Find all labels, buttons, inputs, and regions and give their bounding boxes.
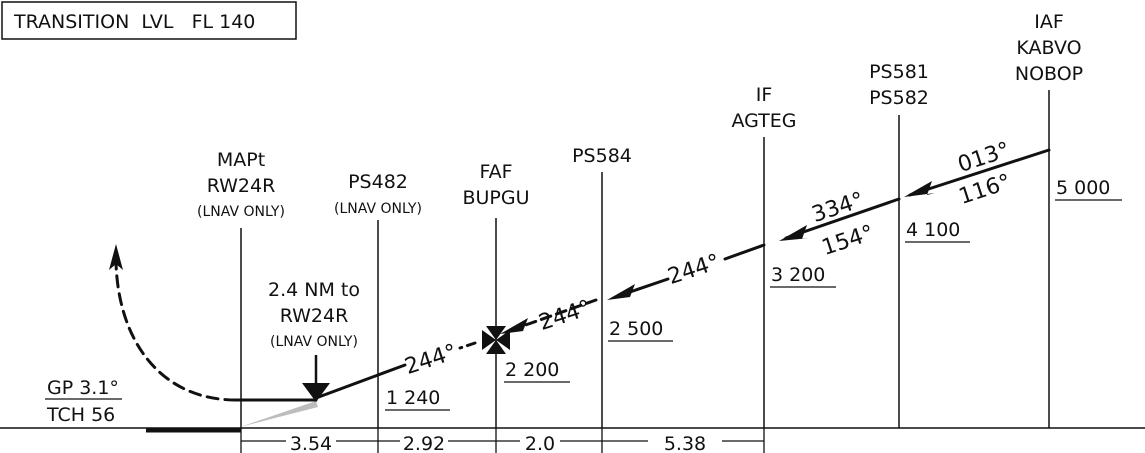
profile-segment-ps482-mapt xyxy=(314,373,380,400)
course-244-ps584: 244° xyxy=(536,296,594,336)
profile-segment-ps581-if xyxy=(784,197,901,240)
distance-note-2: RW24R xyxy=(280,305,349,327)
arrowhead-ps584-faf xyxy=(500,318,531,334)
distance-note-1: 2.4 NM to xyxy=(268,279,360,301)
course-244-final: 244° xyxy=(402,340,460,380)
ps482-altitude: 1 240 xyxy=(386,387,440,409)
distance-mapt-ps482: 3.54 xyxy=(290,433,332,453)
distance-row xyxy=(240,428,765,453)
ps581-altitude: 4 100 xyxy=(906,219,960,241)
mapt-label-2: RW24R xyxy=(207,175,276,197)
ps581-label-1: PS581 xyxy=(869,61,929,83)
ps584-label-1: PS584 xyxy=(572,145,632,167)
faf-maltese-cross-icon xyxy=(482,326,510,354)
arrowhead-missed-approach xyxy=(109,244,123,270)
course-334: 334° xyxy=(809,188,867,228)
ps482-label-1: PS482 xyxy=(348,171,408,193)
arrowhead-ps581-if xyxy=(779,225,810,241)
glide-path-wedge xyxy=(240,401,318,427)
distance-ps584-if: 5.38 xyxy=(664,433,706,453)
profile-segment-ps584-faf xyxy=(518,298,598,329)
tch-text: TCH 56 xyxy=(46,404,115,426)
course-154: 154° xyxy=(819,221,877,261)
profile-segment-iaf-ps581 xyxy=(908,148,1051,197)
mapt-arrow-icon xyxy=(302,355,330,402)
iaf-label-3: NOBOP xyxy=(1015,63,1083,85)
profile-segment-faf-ps482-b xyxy=(376,363,407,377)
faf-altitude: 2 200 xyxy=(505,359,559,381)
iaf-label-2: KABVO xyxy=(1016,37,1081,59)
missed-approach-path xyxy=(114,260,238,402)
glide-path-text: GP 3.1° xyxy=(47,377,119,399)
distance-note-3: (LNAV ONLY) xyxy=(270,334,358,350)
mapt-label-1: MAPt xyxy=(217,149,265,171)
transition-level-box xyxy=(1,1,297,40)
ps581-label-2: PS582 xyxy=(869,87,929,109)
distance-faf-ps584: 2.0 xyxy=(525,433,555,453)
if-altitude: 3 200 xyxy=(771,264,825,286)
faf-label-1: FAF xyxy=(479,161,512,183)
profile-segment-if-ps584 xyxy=(723,243,766,261)
descent-profile xyxy=(114,148,1051,402)
arrowhead-if-ps584 xyxy=(607,284,638,300)
iaf-label-1: IAF xyxy=(1034,11,1064,33)
ps584-altitude: 2 500 xyxy=(609,318,663,340)
iaf-altitude: 5 000 xyxy=(1056,177,1110,199)
distance-ps482-faf: 2.92 xyxy=(403,433,445,453)
ps482-note: (LNAV ONLY) xyxy=(334,201,422,217)
course-244-if: 244° xyxy=(665,250,723,290)
arrowhead-iaf-ps581 xyxy=(904,181,935,197)
if-label-1: IF xyxy=(756,84,773,106)
if-label-2: AGTEG xyxy=(731,110,796,132)
mapt-note: (LNAV ONLY) xyxy=(197,204,285,220)
faf-label-2: BUPGU xyxy=(462,187,529,209)
transition-level-text: TRANSITION LVL FL 140 xyxy=(13,11,255,33)
profile-segment-faf-ps482 xyxy=(458,341,477,350)
